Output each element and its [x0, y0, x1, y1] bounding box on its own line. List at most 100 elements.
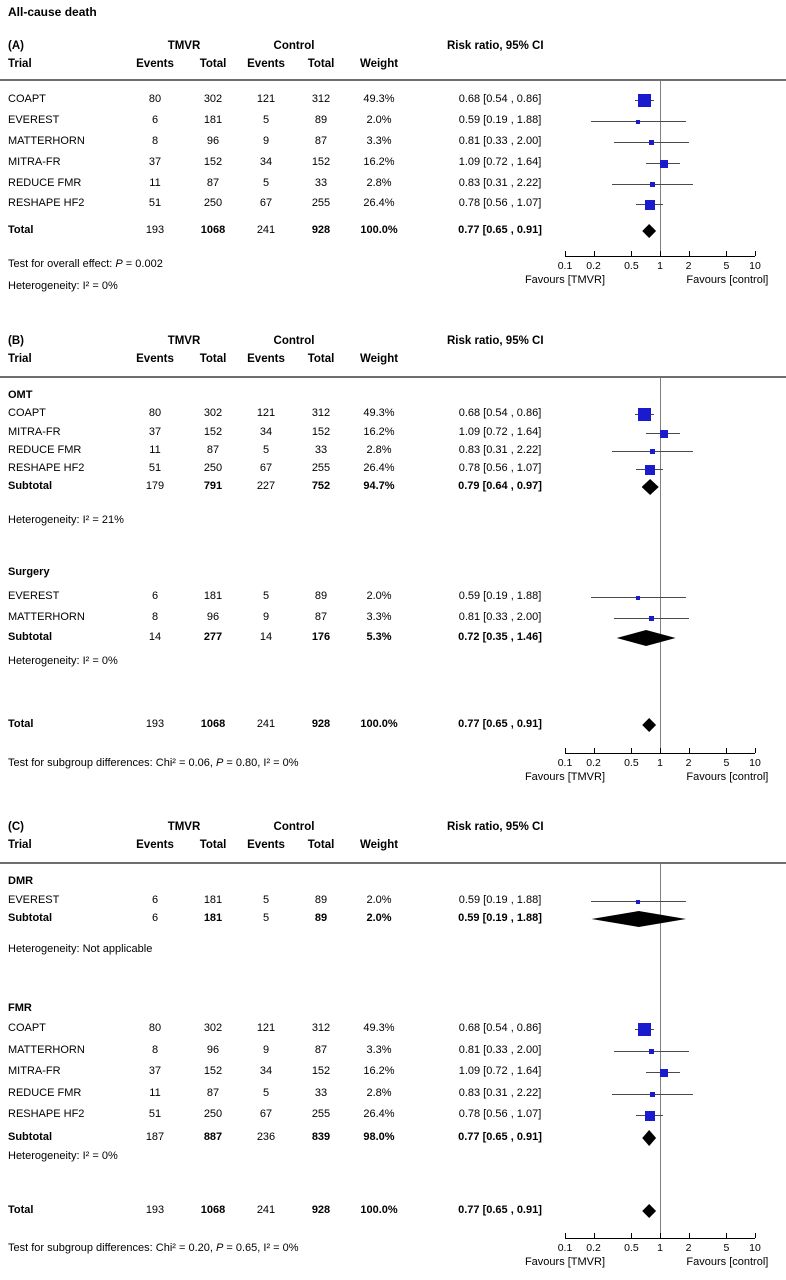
- control-events-cell: 9: [262, 611, 270, 623]
- summary-diamond: [642, 1204, 657, 1218]
- axis-tick-label: 10: [749, 260, 761, 272]
- tmvr-total-cell: 96: [206, 1044, 220, 1056]
- weight-cell: 2.0%: [366, 114, 392, 126]
- total-header: Total: [199, 58, 227, 70]
- tmvr-total-cell: 1068: [200, 224, 226, 236]
- control-total-cell: 176: [311, 631, 331, 643]
- tmvr-events-cell: 80: [148, 93, 162, 105]
- tmvr-events-cell: 193: [145, 224, 165, 236]
- weight-cell: 2.8%: [366, 1087, 392, 1099]
- axis-tick-label: 1: [657, 1242, 663, 1254]
- tmvr-total-cell: 250: [203, 197, 223, 209]
- effect-square: [659, 159, 668, 168]
- tmvr-total-cell: 1068: [200, 1204, 226, 1216]
- control-total-cell: 87: [314, 611, 328, 623]
- tmvr-total-cell: 152: [203, 1065, 223, 1077]
- favours-left-label: Favours [TMVR]: [524, 274, 606, 286]
- trial-name: Subtotal: [8, 912, 52, 924]
- tmvr-total-cell: 152: [203, 156, 223, 168]
- axis-line: [565, 256, 755, 257]
- axis-tick-label: 2: [685, 260, 692, 272]
- axis-tick: [755, 251, 756, 256]
- control-total-cell: 152: [311, 426, 331, 438]
- summary-diamond: [642, 1130, 657, 1146]
- tmvr-events-cell: 8: [151, 135, 159, 147]
- trial-name: COAPT: [8, 1022, 46, 1034]
- axis-line: [565, 1238, 755, 1239]
- weight-cell: 16.2%: [363, 426, 395, 438]
- risk-ratio-ci-text: 0.79 [0.64 , 0.97]: [458, 480, 542, 492]
- trial-name: MITRA-FR: [8, 156, 61, 168]
- trial-name: Subtotal: [8, 631, 52, 643]
- control-events-cell: 121: [256, 1022, 276, 1034]
- weight-cell: 16.2%: [363, 156, 395, 168]
- effect-square: [636, 119, 641, 124]
- control-total-cell: 752: [311, 480, 331, 492]
- subgroup-title: OMT: [8, 389, 33, 401]
- footnote: Heterogeneity: I² = 0%: [8, 280, 118, 292]
- total-header: Total: [199, 353, 227, 365]
- axis-tick-label: 1: [657, 757, 663, 769]
- control-total-cell: 312: [311, 1022, 331, 1034]
- header-rule: [0, 79, 786, 81]
- control-total-cell: 152: [311, 1065, 331, 1077]
- panel-label: (C): [8, 821, 24, 833]
- control-events-cell: 5: [262, 177, 270, 189]
- trial-name: REDUCE FMR: [8, 177, 82, 189]
- weight-cell: 2.0%: [366, 912, 392, 924]
- control-total-cell: 89: [314, 894, 328, 906]
- total-header: Total: [199, 839, 227, 851]
- trial-name: EVEREST: [8, 590, 60, 602]
- effect-header: Risk ratio, 95% CI: [447, 335, 544, 347]
- axis-tick-label: 0.1: [557, 757, 573, 769]
- tmvr-total-cell: 791: [203, 480, 223, 492]
- group1-header: TMVR: [167, 40, 201, 52]
- tmvr-events-cell: 8: [151, 1044, 159, 1056]
- axis-tick: [593, 748, 595, 753]
- tmvr-events-cell: 80: [148, 1022, 162, 1034]
- axis-tick-label: 5: [723, 757, 730, 769]
- risk-ratio-ci-text: 0.83 [0.31 , 2.22]: [458, 177, 542, 189]
- weight-cell: 100.0%: [360, 718, 398, 730]
- tmvr-total-cell: 87: [206, 444, 220, 456]
- favours-right-label: Favours [control]: [686, 1256, 769, 1268]
- risk-ratio-ci-text: 0.59 [0.19 , 1.88]: [458, 912, 542, 924]
- weight-cell: 100.0%: [360, 224, 398, 236]
- trial-name: MITRA-FR: [8, 1065, 61, 1077]
- effect-square: [637, 94, 651, 107]
- axis-tick-label: 0.5: [624, 1242, 639, 1254]
- tmvr-total-cell: 181: [203, 114, 223, 126]
- tmvr-total-cell: 277: [203, 631, 223, 643]
- risk-ratio-ci-text: 0.77 [0.65 , 0.91]: [458, 1204, 542, 1216]
- favours-right-label: Favours [control]: [686, 274, 769, 286]
- trial-header: Trial: [8, 839, 32, 851]
- control-total-cell: 152: [311, 156, 331, 168]
- axis-tick-label: 0.2: [586, 260, 601, 272]
- risk-ratio-ci-text: 1.09 [0.72 , 1.64]: [458, 156, 542, 168]
- axis-tick: [755, 1233, 756, 1238]
- subgroup-title: DMR: [8, 875, 34, 887]
- tmvr-total-cell: 87: [206, 1087, 220, 1099]
- axis-tick: [593, 1233, 595, 1238]
- axis-tick: [631, 748, 633, 753]
- axis-tick: [631, 251, 633, 256]
- axis-tick-label: 10: [749, 1242, 761, 1254]
- trial-name: RESHAPE HF2: [8, 197, 85, 209]
- tmvr-total-cell: 302: [203, 1022, 223, 1034]
- trial-name: EVEREST: [8, 894, 60, 906]
- tmvr-events-cell: 37: [148, 1065, 162, 1077]
- control-total-cell: 89: [314, 114, 328, 126]
- tmvr-events-cell: 51: [148, 197, 162, 209]
- trial-name: Total: [8, 224, 34, 236]
- tmvr-total-cell: 302: [203, 407, 223, 419]
- tmvr-total-cell: 87: [206, 177, 220, 189]
- control-events-cell: 34: [259, 1065, 273, 1077]
- risk-ratio-ci-text: 0.77 [0.65 , 0.91]: [458, 1131, 542, 1143]
- control-events-cell: 9: [262, 1044, 270, 1056]
- control-total-cell: 255: [311, 197, 331, 209]
- axis-tick: [565, 251, 566, 256]
- panel-label: (B): [8, 335, 24, 347]
- tmvr-total-cell: 181: [203, 912, 223, 924]
- weight-cell: 26.4%: [363, 197, 395, 209]
